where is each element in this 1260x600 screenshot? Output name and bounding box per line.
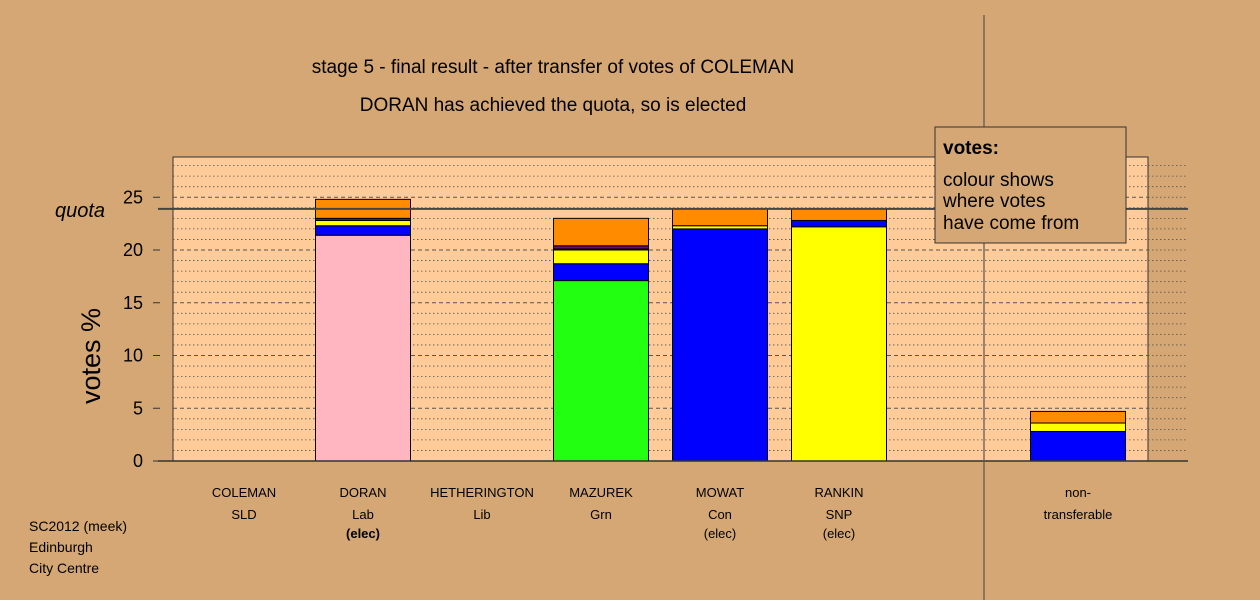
y-tick-label: 15 (123, 293, 143, 313)
footer: SC2012 (meek) Edinburgh City Centre (29, 516, 127, 579)
legend-line-2: where votes (942, 191, 1045, 212)
candidate-name: MAZUREK (569, 485, 633, 500)
candidate-party: Lab (352, 507, 374, 522)
chart-title: stage 5 - final result - after transfer … (312, 57, 795, 78)
chart-subtitle: DORAN has achieved the quota, so is elec… (360, 95, 747, 116)
legend-title: votes: (943, 138, 999, 159)
bars (315, 198, 1126, 462)
y-axis-label: votes % (76, 308, 106, 404)
bar-segment (791, 219, 887, 228)
quota-label: quota (55, 200, 105, 222)
candidate-party: SLD (231, 507, 256, 522)
bar-segment (791, 208, 887, 221)
candidate-status: (elec) (704, 526, 737, 541)
legend: votes: colour shows where votes have com… (934, 126, 1127, 244)
y-tick-label: 20 (123, 240, 143, 260)
legend-line-1: colour shows (943, 170, 1054, 191)
y-tick-label: 10 (123, 346, 143, 366)
bar-segment (1030, 430, 1126, 462)
bar-segment (553, 249, 649, 265)
bar-segment (1030, 410, 1126, 424)
bar-segment (791, 226, 887, 462)
bar-segment (315, 219, 411, 227)
y-axis-ticks: 0 5 10 15 20 25 (123, 187, 160, 471)
candidate-party: SNP (826, 507, 853, 522)
candidate-name: MOWAT (696, 485, 744, 500)
candidate-name: HETHERINGTON (430, 485, 534, 500)
bar-segment (315, 234, 411, 462)
candidate-name: RANKIN (814, 485, 863, 500)
bar-segment (553, 280, 649, 462)
footer-line-3: City Centre (29, 560, 100, 576)
candidate-status: (elec) (346, 526, 380, 541)
candidate-party: Grn (590, 507, 612, 522)
legend-box (934, 126, 1127, 244)
bar-segment (553, 217, 649, 247)
candidate-labels: COLEMAN SLD DORAN Lab (elec) HETHERINGTON Lib M… (212, 485, 1112, 541)
legend-line-3: have come from (943, 213, 1079, 234)
bar-segment (672, 208, 768, 227)
footer-line-1: SC2012 (meek) (29, 518, 128, 534)
nontransferable-label-1: non- (1065, 485, 1091, 500)
candidate-party: Con (708, 507, 732, 522)
candidate-name: DORAN (340, 485, 387, 500)
candidate-party: Lib (473, 507, 490, 522)
nontransferable-label-2: transferable (1044, 507, 1113, 522)
bar-segment (672, 228, 768, 462)
bar-segment (315, 225, 411, 236)
y-tick-label: 5 (133, 398, 143, 418)
y-tick-label: 25 (123, 187, 143, 207)
candidate-status: (elec) (823, 526, 856, 541)
candidate-name: COLEMAN (212, 485, 276, 500)
y-tick-label: 0 (133, 451, 143, 471)
footer-line-2: Edinburgh (29, 539, 93, 555)
bar-segment (553, 263, 649, 282)
bar-segment (1030, 422, 1126, 432)
